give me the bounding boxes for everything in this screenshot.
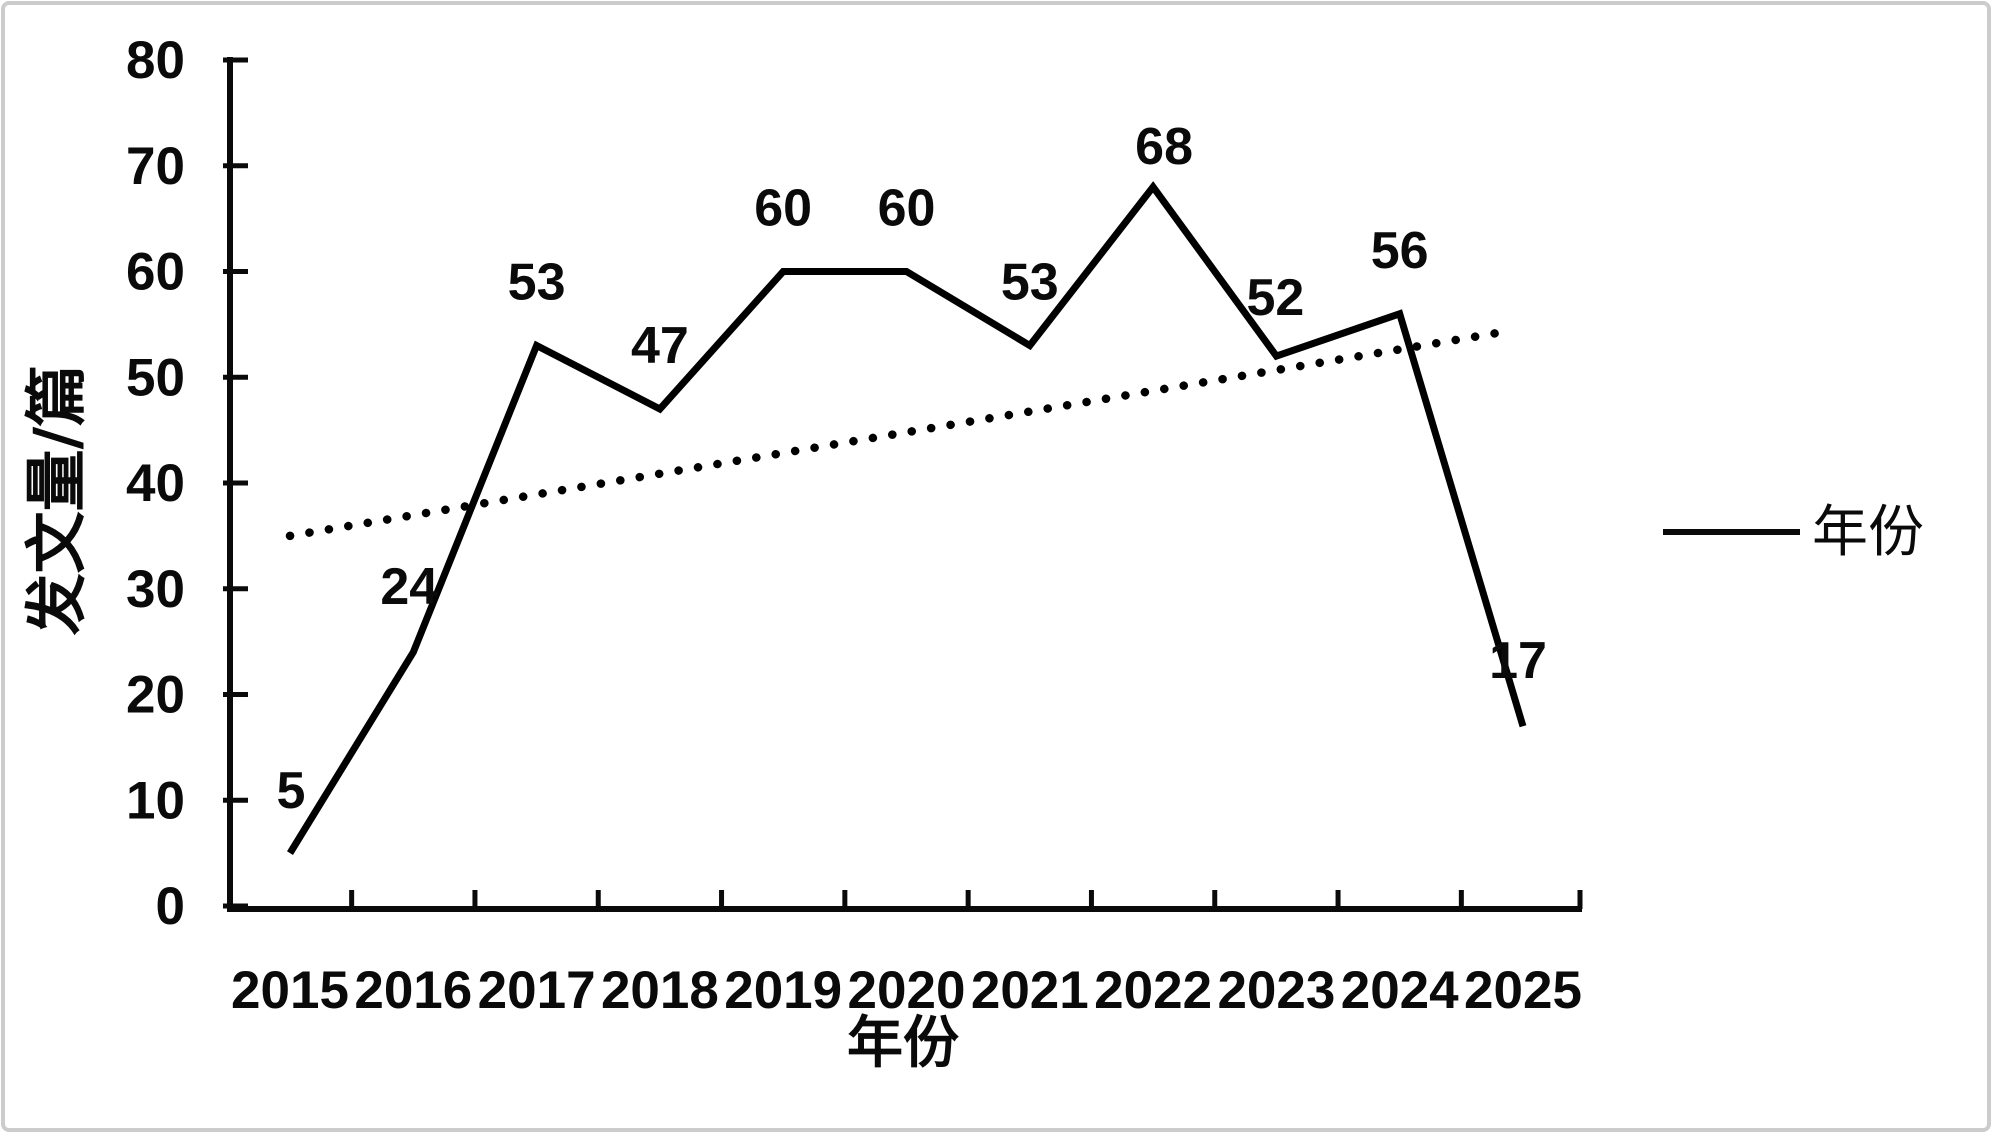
- data-label: 60: [878, 180, 936, 238]
- y-tick-label: 60: [126, 243, 185, 302]
- y-tick-label: 30: [126, 560, 185, 619]
- y-tick-label: 80: [126, 31, 185, 90]
- data-label: 53: [1001, 254, 1059, 312]
- y-axis-title: 发文量/篇: [20, 365, 93, 636]
- x-tick-label: 2018: [601, 961, 719, 1020]
- x-tick-label: 2024: [1341, 961, 1459, 1020]
- series-line: [287, 181, 1527, 855]
- data-label: 52: [1246, 269, 1304, 327]
- legend: 年份: [1663, 500, 1924, 565]
- y-tick-label: 50: [126, 348, 185, 407]
- y-tick-label: 70: [126, 137, 185, 196]
- legend-entry-label: 年份: [1812, 500, 1924, 565]
- y-tick-label: 40: [126, 454, 185, 513]
- x-tick-label: 2017: [478, 961, 596, 1020]
- x-tick-label: 2015: [231, 961, 349, 1020]
- x-tick-label: 2022: [1094, 961, 1212, 1020]
- x-tick-label: 2020: [848, 961, 966, 1020]
- data-label: 68: [1135, 118, 1193, 176]
- y-tick-label: 20: [126, 666, 185, 725]
- x-tick-label: 2016: [354, 961, 472, 1020]
- y-tick-label: 10: [126, 771, 185, 830]
- x-tick-label: 2023: [1217, 961, 1335, 1020]
- data-label: 56: [1371, 222, 1429, 280]
- data-label: 47: [631, 317, 689, 375]
- data-label: 60: [754, 180, 812, 238]
- data-label: 53: [508, 254, 566, 312]
- y-tick-label: 0: [156, 877, 185, 936]
- x-axis-title: 年份: [847, 1010, 959, 1076]
- x-tick-label: 2025: [1464, 961, 1582, 1020]
- x-tick-label: 2019: [724, 961, 842, 1020]
- data-label: 17: [1489, 632, 1547, 690]
- data-label: 5: [277, 762, 306, 820]
- x-tick-label: 2021: [971, 961, 1089, 1020]
- data-label: 24: [380, 558, 438, 616]
